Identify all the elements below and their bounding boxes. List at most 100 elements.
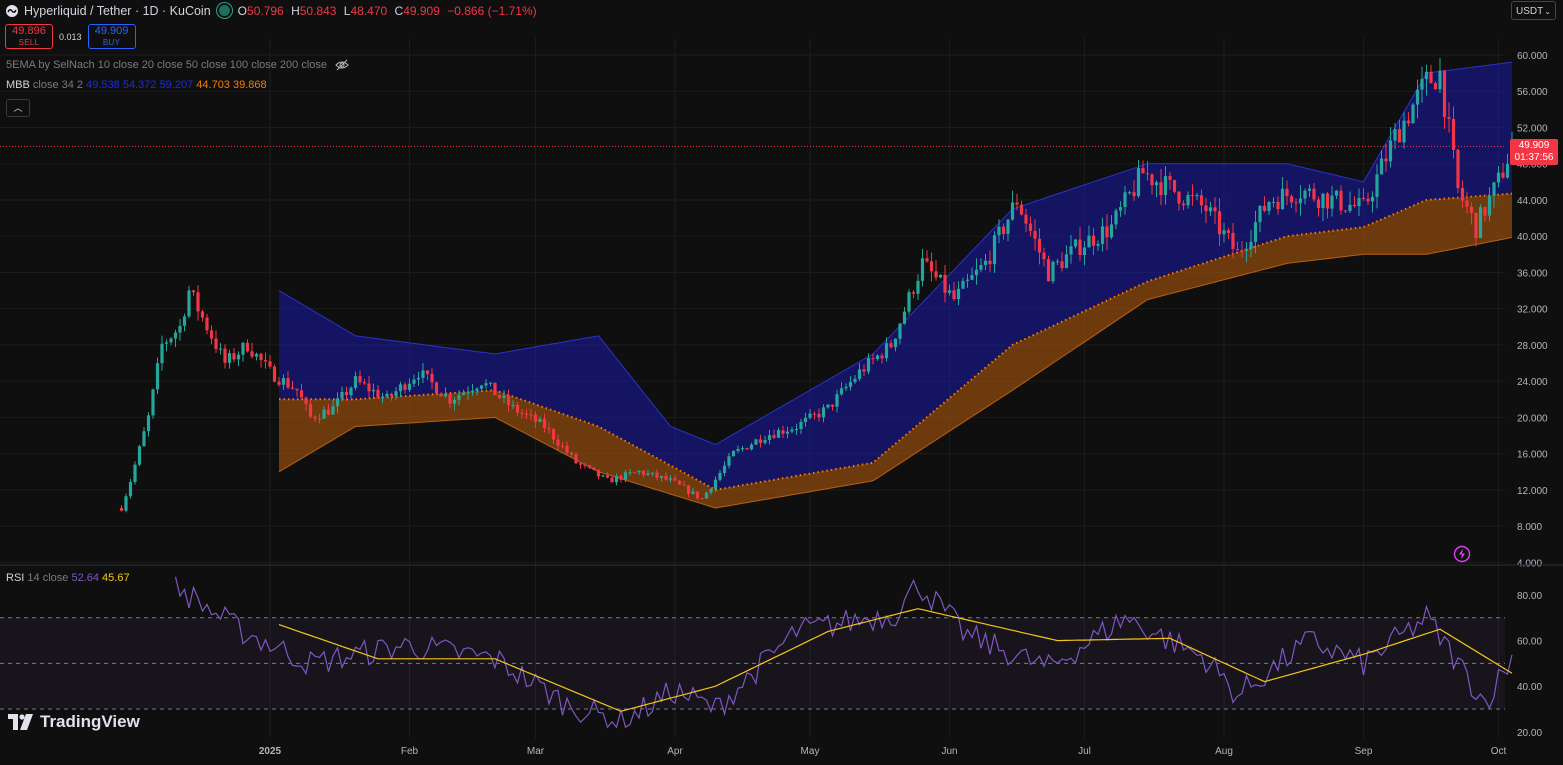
time-tick-label: Oct (1491, 746, 1507, 757)
candle-body (722, 465, 727, 473)
candle-body (1438, 70, 1442, 90)
candle-body (1244, 248, 1249, 251)
collapse-legend-button[interactable]: ︿ (6, 99, 30, 117)
candle-body (421, 370, 425, 378)
candle-body (947, 290, 952, 293)
candle-body (1118, 207, 1123, 211)
candle-body (983, 260, 988, 265)
tradingview-brand[interactable]: TradingView (8, 712, 140, 732)
candle-body (641, 470, 646, 475)
candle-body (277, 381, 281, 385)
candlestick-series (0, 58, 1514, 513)
candle-body (1258, 205, 1262, 223)
candle-body (155, 363, 160, 390)
rsi-pane (0, 576, 1513, 729)
candle-body (385, 393, 389, 397)
candle-body (758, 439, 763, 443)
candle-body (970, 275, 974, 280)
candle-body (754, 439, 758, 445)
price-tick-label: 56.000 (1517, 87, 1548, 98)
candle-body (920, 258, 925, 281)
candle-body (902, 311, 907, 324)
hyperliquid-logo-icon (6, 4, 18, 17)
candle-body (218, 348, 223, 350)
candle-body (565, 445, 569, 453)
candle-body (1483, 207, 1487, 216)
candle-body (1168, 176, 1172, 180)
candle-body (704, 492, 709, 499)
candle-body (1001, 226, 1006, 234)
time-tick-label: May (801, 746, 820, 757)
rsi-tick-label: 40.00 (1517, 682, 1542, 693)
candle-body (1442, 70, 1447, 118)
candle-body (1325, 193, 1330, 209)
candle-body (682, 484, 686, 486)
candle-body (452, 399, 457, 404)
candle-body (290, 387, 295, 389)
candle-body (434, 382, 439, 394)
candle-body (1046, 259, 1051, 282)
candle-body (227, 353, 232, 363)
candle-body (1145, 173, 1150, 175)
mbb-indicator-legend[interactable]: MBB close 34 2 49.538 54.372 59.207 44.7… (6, 79, 267, 91)
candle-body (142, 431, 146, 447)
candle-body (1028, 223, 1033, 231)
candle-body (1424, 71, 1429, 80)
candle-body (1496, 172, 1501, 183)
candle-body (853, 378, 857, 382)
candle-body (1298, 198, 1303, 204)
candle-body (1330, 195, 1334, 209)
candle-body (1433, 83, 1438, 90)
candle-body (169, 338, 173, 343)
candle-body (299, 390, 304, 398)
candle-body (628, 472, 632, 474)
candle-body (1132, 192, 1136, 197)
mbb-value: 59.207 (159, 79, 194, 91)
candle-body (146, 415, 151, 432)
candle-body (673, 478, 677, 481)
candle-body (263, 359, 268, 362)
market-status-icon[interactable] (216, 3, 232, 18)
candle-body (745, 448, 749, 450)
currency-select[interactable]: USDT ⌄ (1511, 1, 1556, 20)
candle-body (664, 476, 668, 480)
eye-hidden-icon[interactable] (335, 59, 349, 71)
price-tick-label: 8.000 (1517, 522, 1542, 533)
candle-body (1222, 230, 1226, 235)
candle-body (916, 280, 920, 294)
candle-body (137, 446, 142, 465)
candle-body (412, 379, 416, 384)
candle-body (1204, 205, 1208, 212)
candle-body (1289, 196, 1294, 203)
time-tick-label: Sep (1355, 746, 1373, 757)
candle-body (1186, 194, 1190, 206)
buy-button[interactable]: 49.909 BUY (87, 24, 136, 49)
candle-body (1055, 261, 1060, 263)
rsi-indicator-legend[interactable]: RSI 14 close 52.64 45.67 (6, 572, 130, 584)
symbol-title[interactable]: Hyperliquid / Tether · 1D · KuCoin (24, 3, 211, 18)
mbb-value: 44.703 (196, 79, 230, 91)
mbb-value: 49.538 (86, 79, 120, 91)
candle-body (776, 430, 781, 438)
sell-button[interactable]: 49.896 SELL (5, 24, 53, 49)
lightning-alert-icon[interactable] (1453, 545, 1471, 563)
candle-body (493, 382, 497, 396)
candle-body (677, 480, 682, 485)
lower-band-fill (279, 193, 1512, 508)
symbol-header: Hyperliquid / Tether · 1D · KuCoin O50.7… (6, 3, 541, 18)
ema-indicator-legend[interactable]: 5EMA by SelNach 10 close 20 close 50 clo… (6, 59, 349, 71)
candle-body (767, 435, 772, 440)
candle-body (605, 475, 610, 478)
candle-body (304, 397, 308, 404)
candle-body (1024, 214, 1028, 224)
candle-body (295, 388, 299, 391)
candle-body (416, 377, 421, 380)
price-tick-label: 52.000 (1517, 123, 1548, 134)
candle-body (124, 496, 128, 511)
lower-band-line (278, 236, 1513, 509)
candle-body (1096, 243, 1100, 246)
candle-body (1037, 238, 1042, 253)
candle-body (875, 355, 880, 360)
candle-body (1019, 204, 1024, 215)
